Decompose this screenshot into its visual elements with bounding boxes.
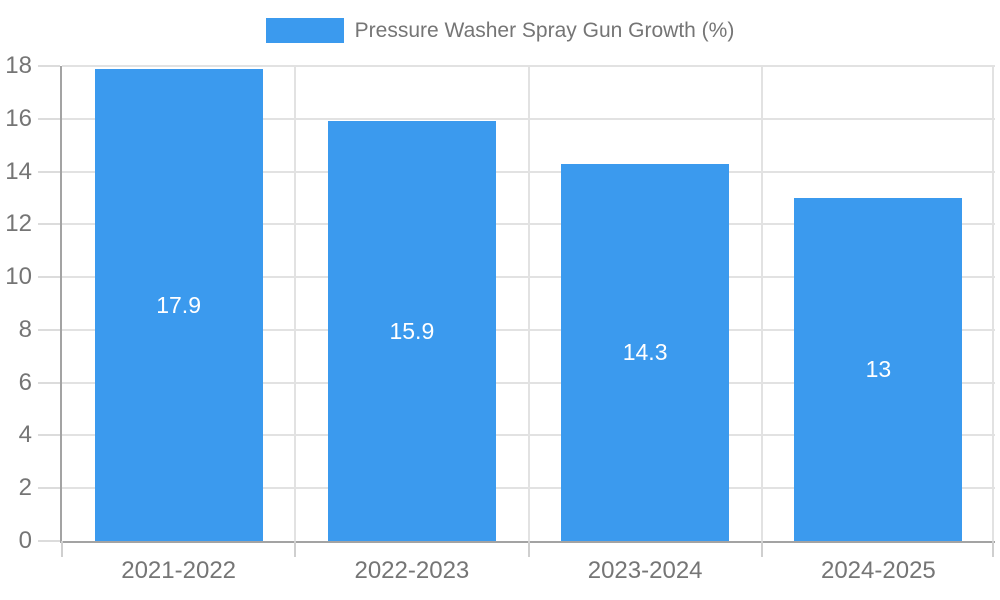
gridline-vertical — [760, 66, 763, 541]
x-axis-tick — [992, 541, 994, 557]
x-axis-label: 2023-2024 — [587, 557, 703, 584]
y-axis-tick — [38, 117, 60, 120]
y-axis-label: 0 — [18, 527, 32, 554]
legend-label: Pressure Washer Spray Gun Growth (%) — [354, 18, 735, 42]
y-axis-tick — [38, 276, 60, 279]
gridline-vertical — [294, 66, 297, 541]
x-axis-label: 2022-2023 — [354, 557, 470, 584]
legend[interactable]: Pressure Washer Spray Gun Growth (%) — [0, 18, 1000, 43]
bar[interactable] — [327, 121, 496, 541]
plot-area: 0 2 4 6 8 10 12 14 16 18 17.9 2021-2022 15.9 2022-202… — [5, 52, 995, 584]
y-axis-label: 12 — [5, 210, 32, 238]
y-axis-label: 10 — [5, 263, 32, 291]
y-axis-label: 18 — [5, 52, 32, 79]
y-axis-tick — [38, 434, 60, 437]
y-axis-tick — [38, 328, 60, 331]
y-axis-tick — [38, 65, 60, 67]
x-axis-tick — [527, 541, 530, 557]
y-axis-label: 6 — [18, 368, 32, 396]
bar[interactable] — [794, 197, 963, 541]
y-axis-tick — [38, 487, 60, 490]
x-axis-tick — [294, 541, 297, 557]
bar[interactable] — [561, 163, 730, 541]
x-axis-label: 2021-2022 — [121, 557, 237, 584]
bar-value-label: 15.9 — [389, 318, 435, 345]
y-axis-label: 2 — [18, 474, 32, 502]
y-axis-label: 8 — [18, 315, 32, 343]
bar-value-label: 13 — [865, 356, 892, 383]
bar-value-label: 17.9 — [156, 291, 201, 318]
x-axis-label: 2024-2025 — [820, 557, 936, 584]
y-axis-label: 14 — [5, 157, 32, 185]
gridline-vertical — [992, 66, 994, 541]
y-axis-tick — [38, 381, 60, 384]
y-axis-label: 16 — [5, 104, 32, 132]
y-axis-label: 4 — [18, 421, 32, 449]
bar-value-label: 14.3 — [622, 339, 668, 366]
legend-swatch — [265, 18, 344, 43]
x-axis-tick — [760, 541, 763, 557]
gridline-vertical — [527, 66, 530, 541]
y-axis-tick — [38, 223, 60, 226]
y-axis-tick — [38, 170, 60, 173]
bar[interactable] — [94, 68, 263, 541]
y-axis-tick — [38, 540, 60, 542]
x-axis-tick — [61, 541, 63, 557]
